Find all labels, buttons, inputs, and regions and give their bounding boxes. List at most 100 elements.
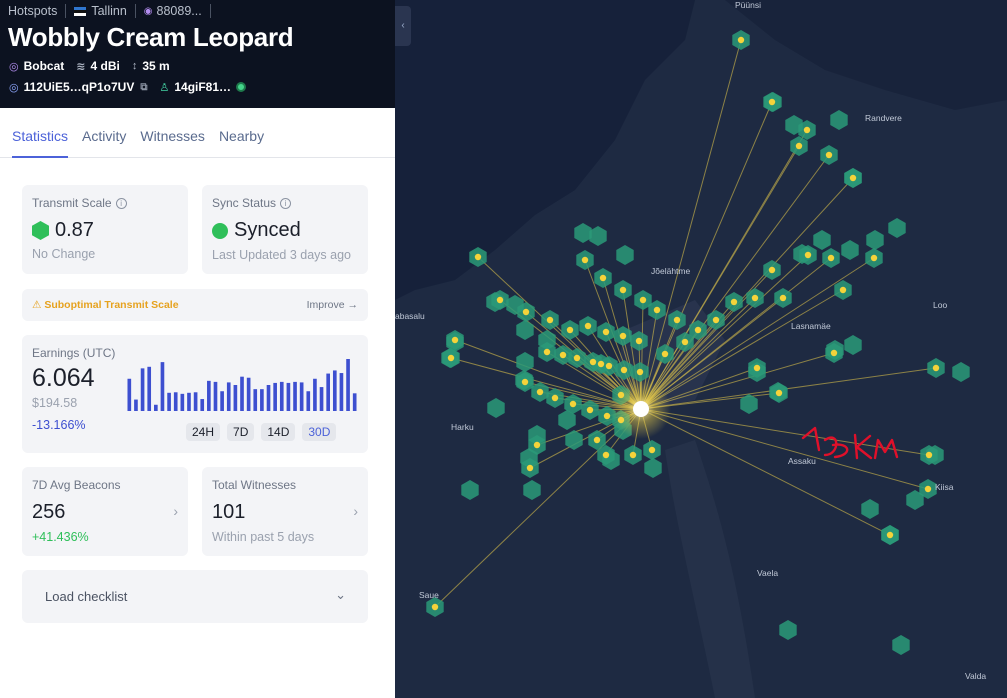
witness-hex[interactable]: [888, 218, 906, 238]
breadcrumb-hotspots[interactable]: Hotspots: [8, 4, 58, 18]
witness-hex[interactable]: [523, 480, 541, 500]
witness-dot[interactable]: [569, 400, 577, 408]
avg-beacons-card[interactable]: 7D Avg Beacons 256 +41.436% ›: [22, 467, 188, 556]
witness-dot[interactable]: [779, 294, 787, 302]
witness-dot[interactable]: [431, 603, 439, 611]
witness-dot[interactable]: [543, 348, 551, 356]
witness-dot[interactable]: [830, 349, 838, 357]
witness-dot[interactable]: [597, 360, 605, 368]
witness-dot[interactable]: [753, 364, 761, 372]
witness-dot[interactable]: [533, 441, 541, 449]
witness-dot[interactable]: [886, 531, 894, 539]
witness-hex[interactable]: [589, 226, 607, 246]
witness-dot[interactable]: [546, 316, 554, 324]
witness-dot[interactable]: [447, 354, 455, 362]
witness-dot[interactable]: [804, 251, 812, 259]
range-7d-button[interactable]: 7D: [227, 423, 255, 441]
witness-hex[interactable]: [861, 499, 879, 519]
witness-hex[interactable]: [830, 110, 848, 130]
witness-dot[interactable]: [573, 354, 581, 362]
witness-dot[interactable]: [925, 451, 933, 459]
witness-dot[interactable]: [589, 358, 597, 366]
total-witnesses-card[interactable]: Total Witnesses 101 Within past 5 days ›: [202, 467, 368, 556]
witness-dot[interactable]: [629, 451, 637, 459]
witness-hex[interactable]: [779, 620, 797, 640]
info-icon[interactable]: i: [280, 197, 292, 209]
map-canvas[interactable]: [395, 0, 1007, 698]
witness-dot[interactable]: [581, 256, 589, 264]
witness-hex[interactable]: [740, 394, 758, 414]
info-icon[interactable]: i: [115, 197, 127, 209]
range-30d-button[interactable]: 30D: [302, 423, 337, 441]
witness-dot[interactable]: [602, 451, 610, 459]
witness-hex[interactable]: [565, 430, 583, 450]
witness-hex[interactable]: [461, 480, 479, 500]
witness-dot[interactable]: [566, 326, 574, 334]
witness-hex[interactable]: [516, 352, 534, 372]
witness-hex[interactable]: [813, 230, 831, 250]
witness-dot[interactable]: [730, 298, 738, 306]
tab-witnesses[interactable]: Witnesses: [140, 128, 205, 144]
witness-dot[interactable]: [521, 378, 529, 386]
collapse-sidebar-button[interactable]: ‹: [395, 6, 411, 46]
witness-hex[interactable]: [487, 398, 505, 418]
witness-hex[interactable]: [866, 230, 884, 250]
witness-dot[interactable]: [849, 174, 857, 182]
range-14d-button[interactable]: 14D: [261, 423, 296, 441]
witness-dot[interactable]: [775, 389, 783, 397]
witness-dot[interactable]: [768, 98, 776, 106]
witness-hex[interactable]: [574, 223, 592, 243]
breadcrumb-hotspot-id[interactable]: 88089...: [156, 4, 202, 18]
witness-hex[interactable]: [644, 458, 662, 478]
witness-dot[interactable]: [635, 337, 643, 345]
witness-dot[interactable]: [619, 332, 627, 340]
witness-dot[interactable]: [599, 274, 607, 282]
witness-dot[interactable]: [803, 126, 811, 134]
witness-dot[interactable]: [673, 316, 681, 324]
range-24h-button[interactable]: 24H: [186, 423, 221, 441]
witness-dot[interactable]: [932, 364, 940, 372]
witness-dot[interactable]: [924, 485, 932, 493]
witness-dot[interactable]: [522, 308, 530, 316]
witness-dot[interactable]: [496, 296, 504, 304]
copy-icon[interactable]: ⧉: [140, 81, 148, 93]
witness-dot[interactable]: [603, 412, 611, 420]
witness-dot[interactable]: [551, 394, 559, 402]
witness-dot[interactable]: [584, 322, 592, 330]
witness-hex[interactable]: [558, 410, 576, 430]
witness-hex[interactable]: [844, 335, 862, 355]
witness-dot[interactable]: [451, 336, 459, 344]
witness-hex[interactable]: [892, 635, 910, 655]
witness-dot[interactable]: [639, 296, 647, 304]
witness-hex[interactable]: [616, 245, 634, 265]
witness-dot[interactable]: [712, 316, 720, 324]
witness-dot[interactable]: [586, 406, 594, 414]
tab-nearby[interactable]: Nearby: [218, 128, 265, 144]
witness-dot[interactable]: [737, 36, 745, 44]
tab-statistics[interactable]: Statistics: [12, 108, 69, 158]
load-checklist-button[interactable]: Load checklist ⌄: [22, 570, 368, 623]
witness-dot[interactable]: [605, 362, 613, 370]
witness-dot[interactable]: [602, 328, 610, 336]
witness-dot[interactable]: [636, 368, 644, 376]
witness-dot[interactable]: [620, 366, 628, 374]
witness-dot[interactable]: [795, 142, 803, 150]
witness-dot[interactable]: [648, 446, 656, 454]
witness-hex[interactable]: [906, 490, 924, 510]
witness-dot[interactable]: [653, 306, 661, 314]
breadcrumb-city[interactable]: Tallinn: [91, 4, 127, 18]
witness-dot[interactable]: [768, 266, 776, 274]
witness-dot[interactable]: [474, 253, 482, 261]
witness-hex[interactable]: [516, 320, 534, 340]
witness-dot[interactable]: [536, 388, 544, 396]
witness-dot[interactable]: [751, 294, 759, 302]
tab-activity[interactable]: Activity: [82, 128, 127, 144]
witness-dot[interactable]: [526, 464, 534, 472]
witness-dot[interactable]: [694, 326, 702, 334]
improve-link[interactable]: Improve →: [307, 299, 358, 311]
witness-dot[interactable]: [870, 254, 878, 262]
witness-dot[interactable]: [619, 286, 627, 294]
witness-dot[interactable]: [559, 351, 567, 359]
witness-dot[interactable]: [593, 436, 601, 444]
witness-dot[interactable]: [661, 350, 669, 358]
